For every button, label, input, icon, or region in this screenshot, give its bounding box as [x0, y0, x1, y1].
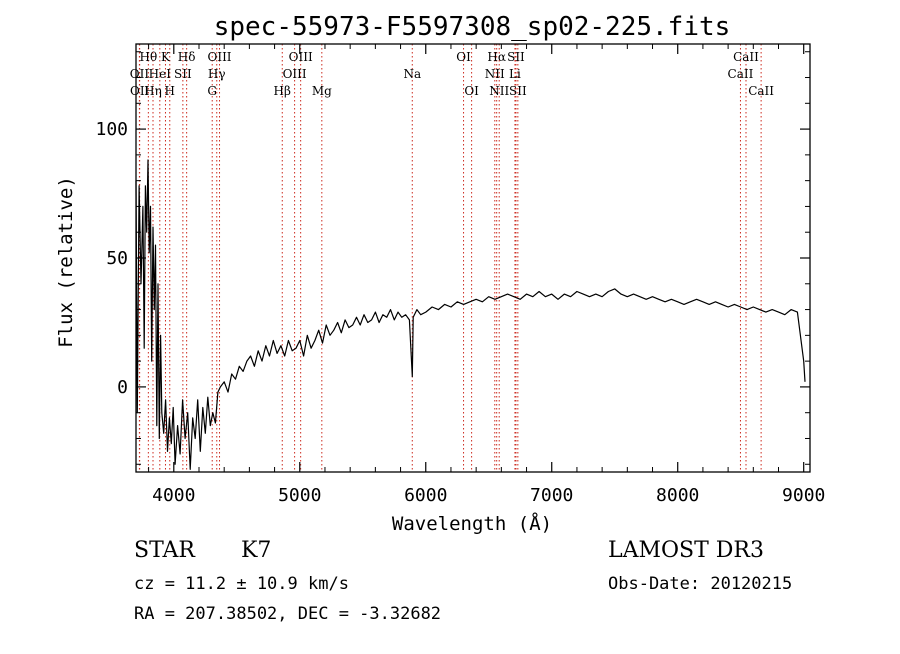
x-tick-label: 7000	[530, 485, 573, 506]
spectral-line-label: OI	[464, 84, 479, 98]
spectral-line-label: Hδ	[178, 50, 196, 64]
spectral-line-label: Hη	[144, 84, 162, 98]
chart-title: spec-55973-F5597308_sp02-225.fits	[214, 12, 731, 42]
obs-date-text: Obs-Date: 20120215	[608, 574, 792, 594]
y-tick-label: 100	[95, 119, 128, 140]
spectral-line-label: Hα	[487, 50, 506, 64]
spectral-line-label: Hθ	[139, 50, 157, 64]
x-tick-label: 8000	[656, 485, 699, 506]
series-line-flux	[135, 159, 806, 470]
x-tick-label: 5000	[278, 485, 321, 506]
spectral-line-label: Li	[509, 67, 521, 81]
spectral-line-label: Na	[403, 67, 421, 81]
spectral-line-label: H	[165, 84, 175, 98]
spectral-line-label: CaII	[728, 67, 754, 81]
spectral-line-label: SII	[509, 84, 527, 98]
spectral-line-label: Mg	[312, 84, 332, 98]
spectral-line-label: SII	[507, 50, 525, 64]
spectral-line-label: OIII	[283, 67, 307, 81]
coordinates-text: RA = 207.38502, DEC = -3.32682	[134, 604, 441, 624]
redshift-text: cz = 11.2 ± 10.9 km/s	[134, 574, 349, 594]
y-tick-label: 0	[117, 377, 128, 398]
spectral-line-label: OI	[456, 50, 471, 64]
survey-name: LAMOST DR3	[608, 538, 764, 563]
y-tick-label: 50	[106, 248, 128, 269]
spectral-line-label: OII	[130, 84, 150, 98]
x-axis-label: Wavelength (Å)	[392, 512, 552, 535]
spectral-line-label: K	[161, 50, 171, 64]
spectral-line-label: NII	[485, 67, 505, 81]
spectral-line-label: Hγ	[208, 67, 226, 81]
plot-frame	[135, 43, 811, 473]
spectral-line-label: G	[207, 84, 217, 98]
object-class: STAR	[134, 538, 196, 563]
x-tick-label: 4000	[152, 485, 195, 506]
spectral-line-label: SII	[174, 67, 192, 81]
object-subclass: K7	[241, 538, 271, 563]
spectral-line-label: OII	[130, 67, 150, 81]
spectral-line-label: OIII	[207, 50, 231, 64]
x-tick-label: 6000	[404, 485, 447, 506]
spectral-line-label: OIII	[289, 50, 313, 64]
spectral-line-label: Hβ	[274, 84, 291, 98]
y-axis-label: Flux (relative)	[55, 176, 77, 348]
spectral-line-label: CaII	[733, 50, 759, 64]
spectral-line-label: HeI	[149, 67, 172, 81]
spectral-line-label: NII	[489, 84, 509, 98]
spectral-line-label: CaII	[748, 84, 774, 98]
x-tick-label: 9000	[782, 485, 825, 506]
